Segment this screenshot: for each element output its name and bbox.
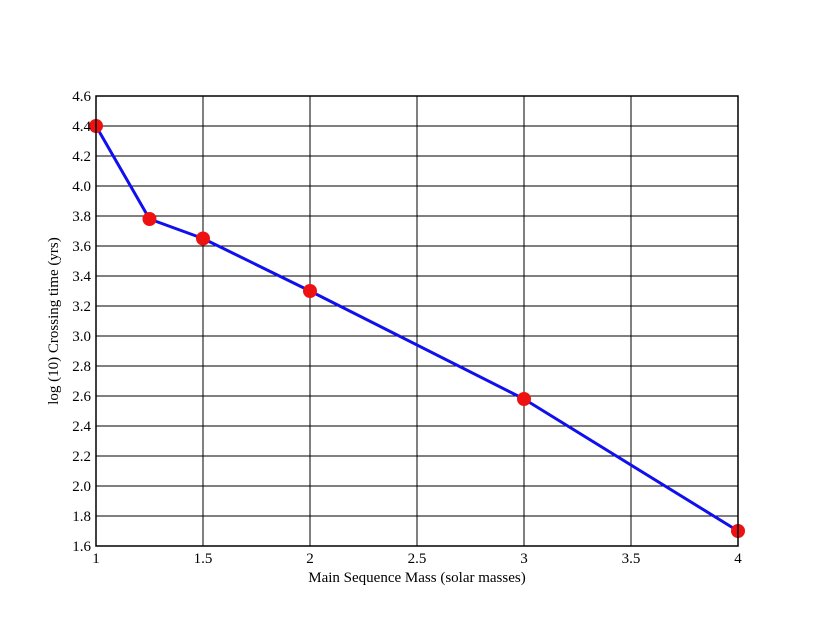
x-tick-label: 2.5 bbox=[408, 551, 427, 567]
y-tick-label: 2.2 bbox=[72, 449, 91, 465]
x-tick-label: 1.5 bbox=[194, 551, 213, 567]
x-tick-label: 1 bbox=[92, 551, 100, 567]
y-tick-label: 4.0 bbox=[72, 179, 91, 195]
y-axis-title: log (10) Crossing time (yrs) bbox=[46, 237, 62, 404]
y-tick-label: 3.6 bbox=[72, 239, 91, 255]
x-tick-labels: 1 1.5 2 2.5 3 3.5 4 bbox=[92, 551, 742, 567]
y-tick-label: 1.6 bbox=[72, 539, 91, 555]
plot-frame bbox=[95, 95, 739, 547]
x-axis-title: Main Sequence Mass (solar masses) bbox=[308, 570, 525, 586]
y-tick-label: 1.8 bbox=[72, 509, 91, 525]
data-point bbox=[142, 212, 157, 226]
y-tick-label: 4.2 bbox=[72, 149, 91, 165]
y-tick-label: 3.8 bbox=[72, 209, 91, 225]
series-line-layer bbox=[94, 125, 739, 533]
series-line bbox=[94, 125, 739, 533]
x-tick-label: 3 bbox=[520, 551, 528, 567]
y-tick-label: 3.2 bbox=[72, 299, 91, 315]
data-point bbox=[196, 231, 210, 246]
y-tick-label: 2.0 bbox=[72, 479, 91, 495]
y-tick-label: 2.6 bbox=[72, 389, 91, 405]
x-tick-label: 2 bbox=[306, 551, 314, 567]
x-tick-label: 3.5 bbox=[622, 551, 641, 567]
y-tick-label: 3.0 bbox=[72, 329, 91, 345]
grid bbox=[95, 95, 739, 547]
y-tick-labels: 1.6 1.8 2.0 2.2 2.4 2.6 2.8 3.0 3.2 3.4 3.6 3.8 4.0 4… bbox=[72, 89, 91, 555]
y-tick-label: 4.4 bbox=[72, 119, 91, 135]
y-tick-label: 3.4 bbox=[72, 269, 91, 285]
x-tick-label: 4 bbox=[734, 551, 742, 567]
y-tick-label: 4.6 bbox=[72, 89, 91, 105]
y-tick-label: 2.4 bbox=[72, 419, 91, 435]
data-point bbox=[517, 392, 531, 406]
y-tick-label: 2.8 bbox=[72, 359, 91, 375]
data-point bbox=[303, 284, 317, 298]
